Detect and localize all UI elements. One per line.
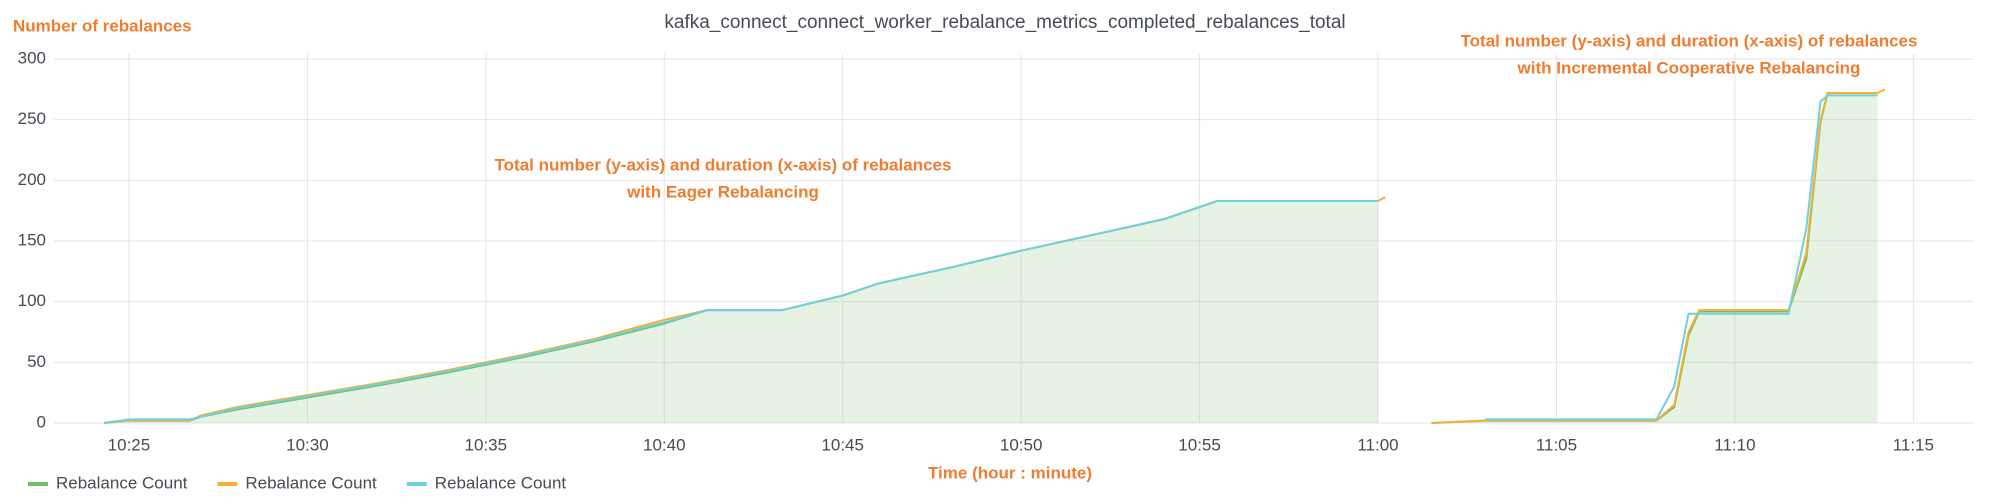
- x-tick-label: 10:55: [1178, 435, 1221, 454]
- y-axis-label: Number of rebalances: [13, 16, 192, 35]
- y-tick-label: 300: [18, 48, 46, 67]
- x-tick-label: 11:00: [1357, 435, 1398, 454]
- x-tick-label: 10:25: [108, 435, 151, 454]
- y-tick-label: 250: [18, 109, 46, 128]
- x-axis-label: Time (hour : minute): [928, 463, 1092, 482]
- x-tick-label: 10:30: [286, 435, 329, 454]
- area-fill: [103, 200, 1379, 423]
- annotation: with Eager Rebalancing: [626, 182, 819, 201]
- x-tick-label: 10:40: [643, 435, 686, 454]
- annotation: Total number (y-axis) and duration (x-ax…: [1461, 31, 1918, 50]
- area-fill: [1431, 92, 1878, 424]
- y-tick-label: 100: [18, 291, 46, 310]
- x-tick-label: 10:35: [465, 435, 508, 454]
- y-tick-label: 200: [18, 170, 46, 189]
- x-tick-label: 10:50: [1000, 435, 1043, 454]
- legend-label: Rebalance Count: [56, 473, 188, 492]
- legend-label: Rebalance Count: [245, 473, 377, 492]
- chart-title: kafka_connect_connect_worker_rebalance_m…: [664, 12, 1345, 33]
- x-tick-label: 10:45: [821, 435, 864, 454]
- x-tick-label: 11:15: [1893, 435, 1934, 454]
- x-tick-label: 11:05: [1536, 435, 1577, 454]
- y-tick-label: 50: [27, 352, 46, 371]
- series-line: [103, 94, 1878, 424]
- y-tick-label: 150: [18, 230, 46, 249]
- annotation: with Incremental Cooperative Rebalancing: [1517, 58, 1861, 77]
- annotation: Total number (y-axis) and duration (x-ax…: [495, 155, 952, 174]
- y-tick-label: 0: [37, 412, 46, 431]
- legend-label: Rebalance Count: [435, 473, 567, 492]
- x-tick-label: 11:10: [1714, 435, 1755, 454]
